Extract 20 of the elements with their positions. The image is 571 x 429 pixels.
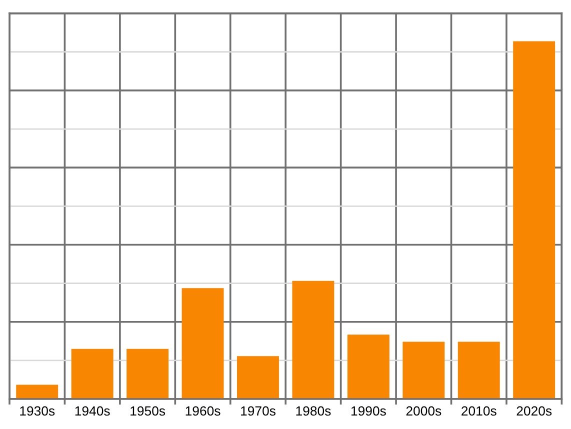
bar xyxy=(513,41,556,399)
x-tick-label: 1930s xyxy=(20,406,55,416)
bar xyxy=(237,356,279,399)
x-tick-label: 2000s xyxy=(406,406,442,416)
x-tick-label: 1980s xyxy=(296,406,331,416)
x-tick-label: 1940s xyxy=(75,406,110,416)
x-tick-label: 1960s xyxy=(186,406,220,416)
bar xyxy=(182,288,224,399)
x-tick-label: 1950s xyxy=(130,406,166,416)
x-tick-label: 2010s xyxy=(462,406,496,416)
bar xyxy=(71,348,114,399)
x-tick-label: 1970s xyxy=(241,406,276,416)
bar xyxy=(16,384,58,399)
bar xyxy=(126,348,169,399)
bar xyxy=(402,342,445,399)
bar xyxy=(347,334,390,399)
x-tick-label: 1990s xyxy=(351,406,386,416)
bar xyxy=(292,280,334,399)
x-tick-label: 2020s xyxy=(516,406,552,416)
bar xyxy=(458,342,500,399)
